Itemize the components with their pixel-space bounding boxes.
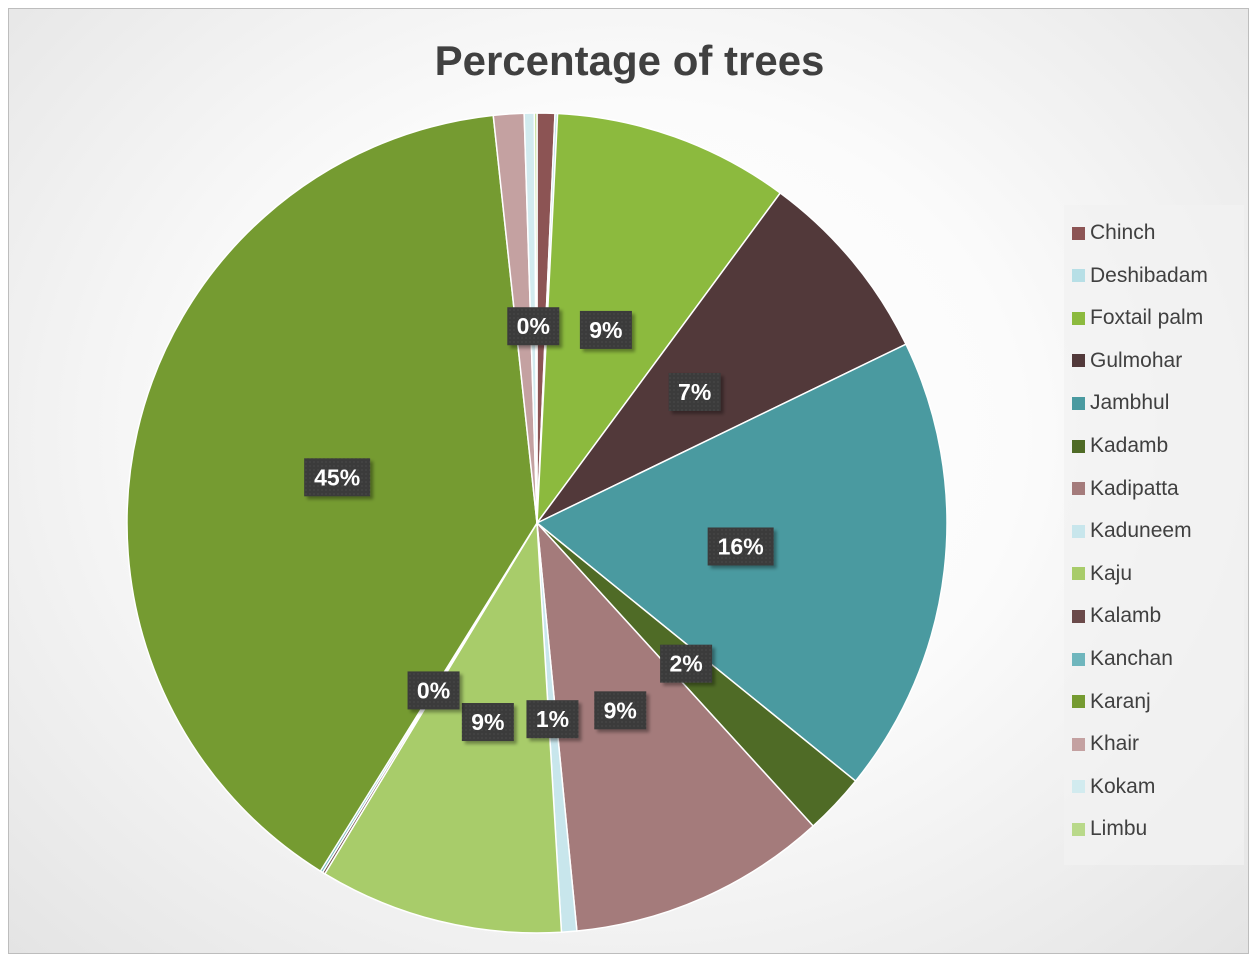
data-label-kaduneem: 1% <box>526 700 579 739</box>
legend-item-kaduneem: Kaduneem <box>1072 519 1192 543</box>
svg-text:9%: 9% <box>604 697 637 723</box>
chart-area: Percentage of trees 9% 7% 16% 2% 9% 1% 9% 0% 45%… <box>8 8 1249 954</box>
legend-item-kokam: Kokam <box>1072 775 1155 799</box>
legend-label: Limbu <box>1090 817 1148 841</box>
legend-swatch <box>1072 695 1085 709</box>
data-label-jambhul: 16% <box>707 527 774 566</box>
legend-item-kanchan: Kanchan <box>1072 647 1173 671</box>
legend-swatch <box>1072 269 1085 283</box>
svg-text:1%: 1% <box>536 706 569 732</box>
svg-text:16%: 16% <box>718 533 764 559</box>
data-label-kadipatta: 9% <box>594 691 647 730</box>
pie-chart: 9% 7% 16% 2% 9% 1% 9% 0% 45% 0% <box>126 112 948 934</box>
pie-slice-gulmohar <box>536 191 907 524</box>
legend-label: Kalamb <box>1090 604 1162 628</box>
legend-item-jambhul: Jambhul <box>1072 391 1169 415</box>
data-label-kokam: 0% <box>507 307 560 346</box>
data-label-gulmohar: 7% <box>668 372 721 411</box>
legend-swatch <box>1072 226 1085 240</box>
svg-text:0%: 0% <box>417 677 450 703</box>
legend-item-kadamb: Kadamb <box>1072 434 1168 458</box>
legend-label: Kadamb <box>1090 434 1169 457</box>
pie-slice-limbu <box>533 112 538 524</box>
legend: Chinch Deshibadam Foxtail palm Gulmohar Jamb… <box>1064 205 1244 865</box>
legend-item-kadipatta: Kadipatta <box>1072 477 1179 501</box>
legend-label: Kadipatta <box>1090 476 1179 500</box>
legend-label: Kanchan <box>1090 647 1173 670</box>
legend-item-karanj: Karanj <box>1072 690 1151 714</box>
pie-slice-foxtail-palm <box>536 112 782 526</box>
legend-item-kaju: Kaju <box>1072 562 1132 586</box>
legend-swatch <box>1072 822 1085 836</box>
legend-label: Foxtail palm <box>1090 306 1204 330</box>
legend-label: Gulmohar <box>1090 348 1183 372</box>
pie-slices <box>126 112 948 934</box>
data-label-foxtail-palm: 9% <box>579 310 632 349</box>
legend-item-limbu: Limbu <box>1072 817 1147 841</box>
svg-text:9%: 9% <box>471 709 504 735</box>
legend-label: Jambhul <box>1090 391 1170 415</box>
data-label-kadamb: 2% <box>660 644 713 683</box>
legend-label: Chinch <box>1090 221 1156 244</box>
legend-swatch <box>1072 567 1085 581</box>
svg-text:7%: 7% <box>678 379 711 405</box>
legend-swatch <box>1072 396 1085 410</box>
data-label-karanj: 45% <box>304 458 371 497</box>
svg-text:0%: 0% <box>517 313 550 339</box>
legend-swatch <box>1072 652 1085 666</box>
legend-swatch <box>1072 439 1085 453</box>
pie-slice-kadipatta <box>536 520 815 932</box>
legend-item-foxtail-palm: Foxtail palm <box>1072 306 1203 330</box>
legend-swatch <box>1072 737 1085 751</box>
svg-text:9%: 9% <box>589 317 622 343</box>
legend-swatch <box>1072 482 1085 496</box>
legend-swatch <box>1072 609 1085 623</box>
legend-label: Kokam <box>1090 774 1156 798</box>
legend-swatch <box>1072 780 1085 794</box>
legend-item-khair: Khair <box>1072 732 1139 756</box>
legend-item-deshibadam: Deshibadam <box>1072 264 1208 288</box>
svg-text:2%: 2% <box>669 651 702 677</box>
legend-label: Karanj <box>1090 689 1151 713</box>
data-label-kanchan: 0% <box>407 671 460 710</box>
legend-item-kalamb: Kalamb <box>1072 604 1161 628</box>
chart-title: Percentage of trees <box>434 37 825 84</box>
legend-swatch <box>1072 524 1085 538</box>
legend-swatch <box>1072 354 1085 368</box>
legend-item-gulmohar: Gulmohar <box>1072 349 1182 373</box>
legend-item-chinch: Chinch <box>1072 221 1155 245</box>
data-label-kaju: 9% <box>461 703 514 742</box>
pie-slice-kaju <box>323 520 563 934</box>
legend-label: Khair <box>1090 732 1140 756</box>
legend-label: Kaju <box>1090 561 1133 585</box>
legend-label: Kaduneem <box>1090 519 1192 543</box>
svg-text:45%: 45% <box>314 464 360 490</box>
data-labels: 9% 7% 16% 2% 9% 1% 9% 0% 45% 0% <box>304 307 774 742</box>
legend-swatch <box>1072 311 1085 325</box>
legend-label: Deshibadam <box>1090 263 1208 287</box>
